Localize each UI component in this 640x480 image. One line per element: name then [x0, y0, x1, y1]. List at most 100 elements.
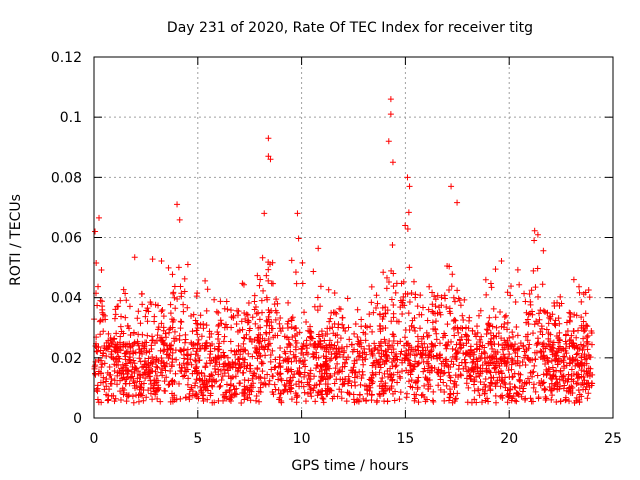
- data-point: [552, 350, 559, 357]
- data-point: [412, 291, 419, 298]
- data-point: [377, 364, 384, 371]
- data-point: [467, 353, 474, 360]
- data-point: [101, 386, 108, 393]
- data-point: [155, 384, 162, 391]
- data-point: [535, 320, 542, 327]
- data-point: [388, 349, 395, 356]
- data-point: [108, 380, 115, 387]
- data-point: [220, 349, 227, 356]
- data-point: [122, 380, 129, 387]
- data-point: [126, 325, 133, 332]
- data-point: [159, 307, 166, 314]
- data-point: [397, 389, 404, 396]
- data-point: [537, 328, 544, 335]
- data-point: [245, 377, 252, 384]
- data-point: [415, 374, 422, 381]
- data-point: [389, 159, 396, 166]
- data-point: [190, 345, 197, 352]
- data-point: [574, 345, 581, 352]
- data-point: [99, 306, 106, 313]
- data-point: [241, 396, 248, 403]
- data-point: [178, 318, 185, 325]
- data-point: [262, 381, 269, 388]
- data-point: [307, 367, 314, 374]
- data-point: [317, 303, 324, 310]
- data-point: [487, 386, 494, 393]
- data-point: [95, 283, 102, 290]
- data-point: [291, 371, 298, 378]
- data-point: [217, 298, 224, 305]
- data-point: [95, 343, 102, 350]
- data-point: [534, 265, 541, 272]
- data-point: [369, 328, 376, 335]
- data-point: [355, 353, 362, 360]
- data-point: [269, 347, 276, 354]
- data-point: [582, 386, 589, 393]
- data-point: [497, 367, 504, 374]
- data-point: [472, 361, 479, 368]
- data-point: [295, 235, 302, 242]
- data-point: [236, 362, 243, 369]
- data-point: [149, 256, 156, 263]
- data-point: [437, 386, 444, 393]
- data-point: [393, 362, 400, 369]
- data-point: [350, 364, 357, 371]
- data-point: [117, 388, 124, 395]
- data-point: [584, 395, 591, 402]
- data-point: [211, 365, 218, 372]
- data-point: [415, 343, 422, 350]
- data-point: [312, 398, 319, 405]
- data-point: [524, 316, 531, 323]
- data-point: [441, 292, 448, 299]
- data-point: [185, 352, 191, 359]
- data-point: [270, 391, 277, 398]
- data-point: [450, 361, 457, 368]
- data-point: [387, 111, 394, 118]
- data-point: [487, 338, 494, 345]
- data-point: [252, 320, 259, 327]
- data-point: [242, 315, 249, 322]
- data-point: [505, 367, 512, 374]
- data-point: [240, 281, 247, 288]
- data-point: [501, 354, 508, 361]
- data-point: [420, 358, 427, 365]
- data-point: [146, 368, 153, 375]
- data-point: [561, 382, 568, 389]
- data-point: [581, 327, 588, 334]
- data-point: [544, 310, 551, 317]
- data-point: [261, 210, 268, 217]
- data-point: [282, 383, 289, 390]
- data-point: [339, 314, 346, 321]
- data-point: [509, 342, 516, 349]
- data-point: [535, 395, 542, 402]
- data-point: [247, 362, 254, 369]
- data-point: [432, 318, 439, 325]
- data-point: [256, 282, 263, 289]
- data-point: [255, 335, 262, 342]
- data-point: [114, 369, 121, 376]
- data-point: [492, 266, 499, 273]
- data-point: [112, 356, 119, 363]
- data-point: [495, 330, 502, 337]
- data-point: [563, 331, 570, 338]
- data-point: [385, 373, 392, 380]
- data-point: [266, 377, 273, 384]
- data-point: [432, 342, 439, 349]
- data-point: [530, 368, 537, 375]
- data-point: [351, 357, 358, 364]
- data-point: [344, 295, 351, 302]
- data-point: [239, 369, 246, 376]
- data-point: [264, 371, 271, 378]
- data-point: [331, 350, 338, 357]
- data-point: [542, 386, 549, 393]
- data-point: [173, 356, 180, 363]
- data-point: [350, 391, 357, 398]
- data-point: [374, 397, 381, 404]
- data-point: [371, 340, 378, 347]
- data-point: [97, 347, 104, 354]
- data-point: [158, 308, 165, 315]
- data-point: [199, 377, 206, 384]
- data-point: [443, 382, 450, 389]
- data-point: [287, 342, 294, 349]
- data-point: [502, 381, 509, 388]
